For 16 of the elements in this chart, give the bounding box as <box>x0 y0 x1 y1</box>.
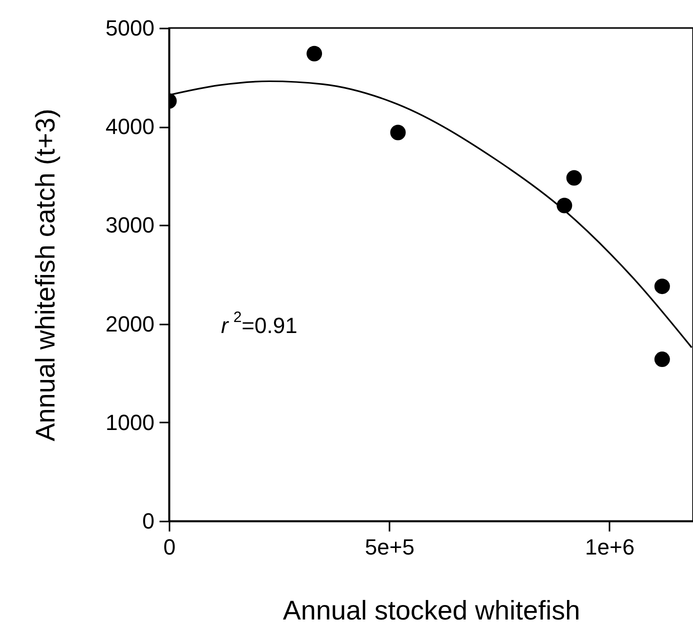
point <box>654 352 670 368</box>
point <box>390 124 406 140</box>
y-tick-label: 0 <box>142 508 154 534</box>
y-tick-label: 3000 <box>106 212 154 238</box>
y-tick-label: 4000 <box>106 114 154 140</box>
y-tick-label: 1000 <box>106 410 154 435</box>
point <box>306 46 322 62</box>
x-axis-title: Annual stocked whitefish <box>282 596 580 626</box>
y-tick-label: 5000 <box>106 16 154 40</box>
x-tick-label: 5e+5 <box>364 534 414 560</box>
x-tick-label: 1e+6 <box>585 534 635 560</box>
y-tick-label: 2000 <box>106 311 154 336</box>
point <box>566 170 582 186</box>
point <box>654 278 670 294</box>
x-tick-label: 0 <box>163 534 176 560</box>
y-axis-title: Annual whitefish catch (t+3) <box>30 108 61 442</box>
